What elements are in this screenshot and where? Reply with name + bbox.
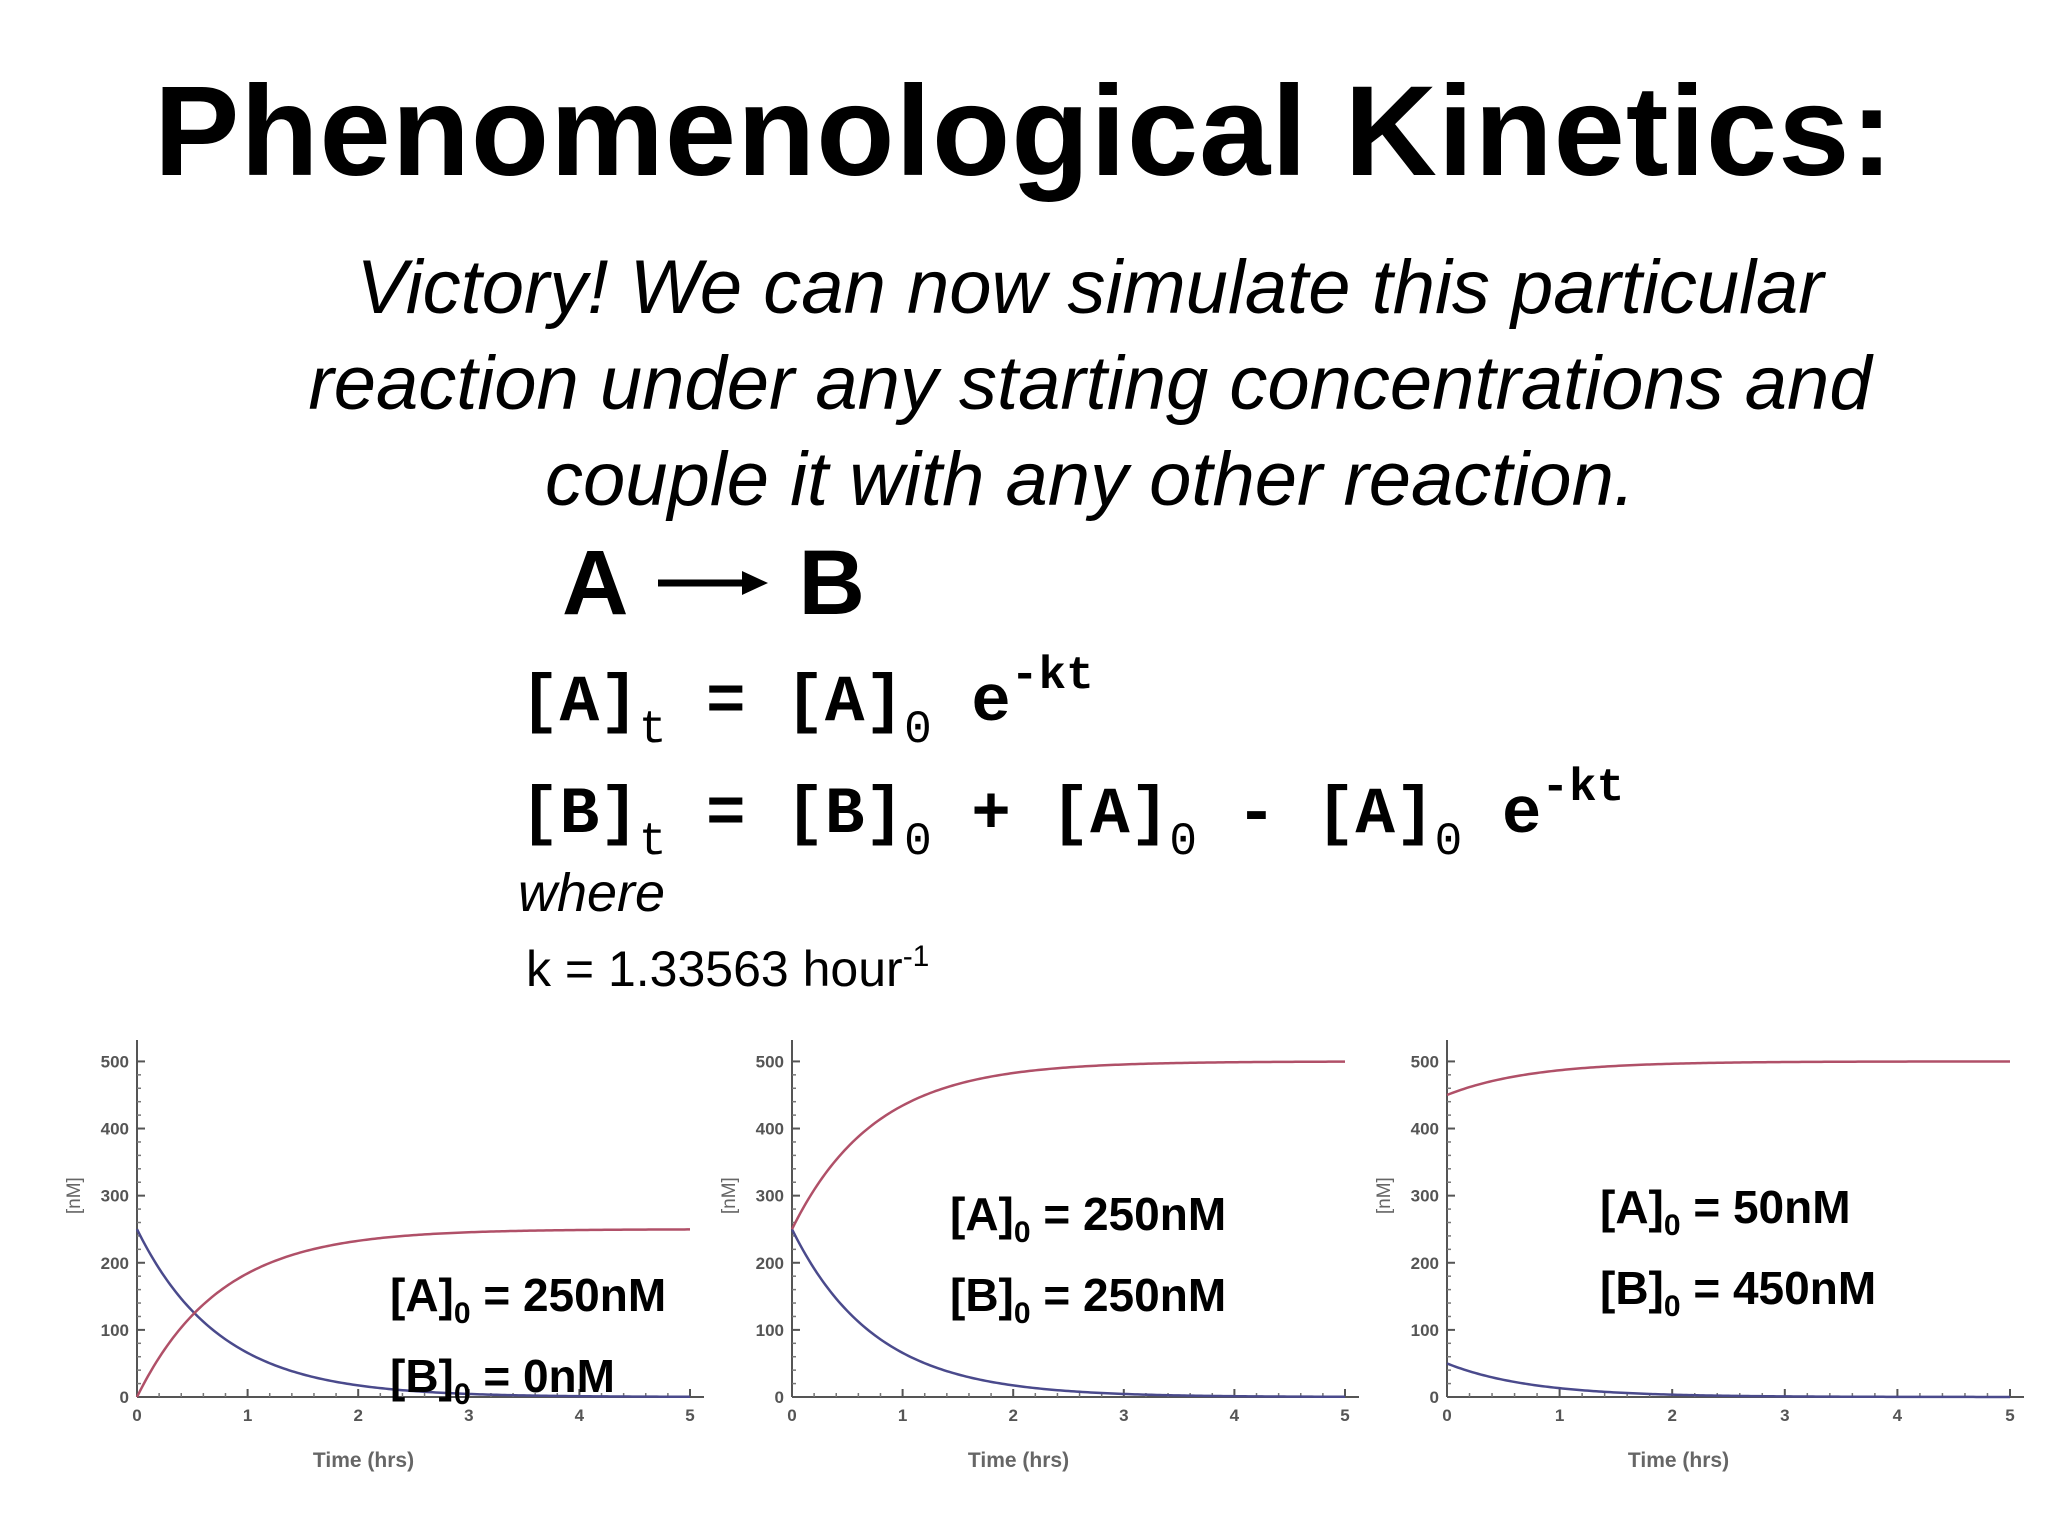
y-tick-label: 400	[756, 1120, 784, 1139]
y-tick-label: 0	[775, 1388, 784, 1407]
x-tick-label: 3	[1119, 1406, 1128, 1425]
y-tick-label: 300	[101, 1187, 129, 1206]
series-line-a	[1446, 1362, 2010, 1399]
x-tick-label: 4	[1893, 1406, 1903, 1425]
subtitle-line-2: reaction under any starting concentratio…	[308, 341, 1872, 426]
y-tick-label: 300	[1411, 1187, 1439, 1206]
x-tick-label: 5	[1340, 1406, 1349, 1425]
equation-b: [B]t = [B]0 + [A]0 - [A]0 e-kt	[520, 762, 1625, 868]
x-tick-label: 3	[1780, 1406, 1789, 1425]
equation-a: [A]t = [A]0 e-kt	[520, 650, 1094, 756]
y-tick-label: 500	[101, 1052, 129, 1071]
slide-title: Phenomenological Kinetics:	[153, 60, 1895, 203]
y-tick-label: 500	[756, 1052, 784, 1071]
rate-constant: k = 1.33563 hour-1	[526, 940, 930, 997]
x-axis-label: Time (hrs)	[1628, 1449, 1729, 1472]
y-tick-label: 0	[120, 1388, 129, 1407]
x-tick-label: 0	[1442, 1406, 1451, 1425]
y-tick-label: 100	[756, 1321, 784, 1340]
kinetics-chart-1: 0 100 200 300 400 500 0 1 2 3 4 5 Time (hrs) [nM] [A]0…	[60, 1038, 710, 1485]
x-tick-label: 2	[1008, 1406, 1017, 1425]
x-tick-label: 3	[464, 1406, 473, 1425]
x-tick-label: 4	[575, 1406, 585, 1425]
chart-svg: 0 100 200 300 400 500 0 1 2 3 4 5 Time (hrs) [nM]	[1374, 1038, 2024, 1472]
series-line-b	[135, 1228, 691, 1398]
y-axis-label: [nM]	[1374, 1177, 1395, 1214]
x-axis-label: Time (hrs)	[968, 1449, 1069, 1472]
y-tick-label: 200	[1411, 1254, 1439, 1273]
x-tick-label: 5	[685, 1406, 694, 1425]
y-tick-label: 0	[1430, 1388, 1439, 1407]
subtitle-line-3: couple it with any other reaction.	[545, 437, 1635, 522]
initial-condition-line: [B]0 = 250nM	[950, 1269, 1227, 1330]
subtitle-line-1: Victory! We can now simulate this partic…	[356, 245, 1824, 330]
x-tick-label: 4	[1230, 1406, 1240, 1425]
slide-subtitle: Victory! We can now simulate this partic…	[240, 240, 1940, 528]
right-arrow-icon	[658, 571, 769, 595]
initial-conditions-label: [A]0 = 50nM [B]0 = 450nM	[1600, 1176, 1876, 1338]
y-axis-label: [nM]	[719, 1177, 740, 1214]
kinetics-chart-2: 0 100 200 300 400 500 0 1 2 3 4 5 Time (hrs) [nM] [A]0…	[715, 1038, 1365, 1485]
series-line-a	[790, 1228, 1346, 1399]
series-line-b	[790, 1060, 1346, 1230]
initial-condition-line: [B]0 = 0nM	[390, 1350, 615, 1411]
x-tick-label: 0	[787, 1406, 796, 1425]
initial-conditions-label: [A]0 = 250nM [B]0 = 0nM	[390, 1264, 666, 1426]
chart-svg: 0 100 200 300 400 500 0 1 2 3 4 5 Time (hrs) [nM]	[64, 1038, 704, 1472]
series-line-b	[1446, 1060, 2010, 1097]
charts-row: 0 100 200 300 400 500 0 1 2 3 4 5 Time (hrs) [nM] [A]0…	[0, 1038, 2048, 1530]
y-tick-label: 400	[1411, 1120, 1439, 1139]
x-axis-label: Time (hrs)	[313, 1449, 414, 1472]
initial-condition-line: [A]0 = 50nM	[1600, 1181, 1851, 1242]
x-tick-label: 1	[1555, 1406, 1564, 1425]
chart-svg: 0 100 200 300 400 500 0 1 2 3 4 5 Time (hrs) [nM]	[719, 1038, 1359, 1472]
x-tick-label: 5	[2005, 1406, 2014, 1425]
y-tick-label: 400	[101, 1120, 129, 1139]
x-tick-label: 2	[1667, 1406, 1676, 1425]
initial-condition-line: [A]0 = 250nM	[390, 1269, 667, 1330]
x-tick-label: 2	[353, 1406, 362, 1425]
y-tick-label: 500	[1411, 1052, 1439, 1071]
y-tick-label: 200	[756, 1254, 784, 1273]
x-tick-label: 1	[898, 1406, 907, 1425]
x-tick-label: 0	[132, 1406, 141, 1425]
initial-condition-line: [B]0 = 450nM	[1600, 1262, 1877, 1323]
reaction-scheme: A B	[562, 528, 865, 638]
y-tick-label: 300	[756, 1187, 784, 1206]
x-tick-label: 1	[243, 1406, 252, 1425]
y-tick-label: 100	[101, 1321, 129, 1340]
initial-condition-line: [A]0 = 250nM	[950, 1188, 1227, 1249]
y-tick-label: 200	[101, 1254, 129, 1273]
series-line-a	[135, 1228, 691, 1399]
kinetics-chart-3: 0 100 200 300 400 500 0 1 2 3 4 5 Time (hrs) [nM] [A]0…	[1370, 1038, 2030, 1485]
initial-conditions-label: [A]0 = 250nM [B]0 = 250nM	[950, 1183, 1226, 1345]
product-label: B	[798, 531, 865, 634]
where-label: where	[518, 863, 666, 923]
reactant-label: A	[562, 531, 629, 634]
y-axis-label: [nM]	[64, 1177, 85, 1214]
y-tick-label: 100	[1411, 1321, 1439, 1340]
